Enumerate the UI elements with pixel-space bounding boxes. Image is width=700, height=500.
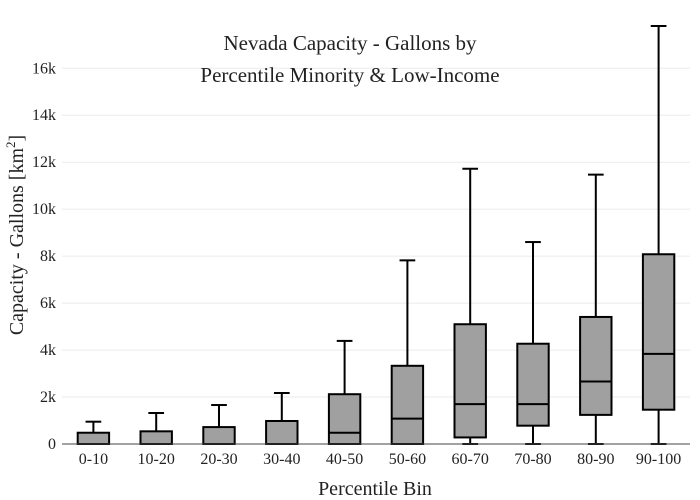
y-axis-title-main: Capacity - Gallons [km [6,148,28,336]
box-body [265,419,299,445]
y-tick-label: 6k [40,295,56,312]
box-body [579,315,613,416]
box-90-100 [641,25,676,445]
x-tick-label: 60-70 [452,451,489,468]
chart-title-line-1: Nevada Capacity - Gallons by [223,31,477,55]
x-tick-label: 40-50 [326,451,363,468]
y-tick-label: 4k [40,342,56,359]
box-0-10 [76,420,111,445]
y-axis-title-suffix: ] [6,135,28,142]
box-20-30 [202,404,236,445]
box-40-50 [327,339,362,445]
x-tick-label: 30-40 [263,451,300,468]
x-tick-labels: 0-10 10-20 20-30 30-40 40-50 50-60 60-70 70-80 8… [79,451,682,468]
box-50-60 [390,259,425,445]
y-tick-label: 8k [40,248,56,265]
box-80-90 [579,173,613,445]
y-tick-label: 12k [32,154,56,171]
x-tick-label: 80-90 [577,451,614,468]
box-body [390,364,425,445]
x-tick-label: 50-60 [389,451,426,468]
x-tick-label: 0-10 [79,451,108,468]
box-body [202,426,236,445]
y-tick-label: 14k [32,107,56,124]
y-tick-label: 16k [32,60,56,77]
y-tick-label: 0 [48,436,56,453]
box-body [453,323,487,439]
y-tick-label: 2k [40,389,56,406]
boxes [76,25,676,445]
y-axis-title: Capacity - Gallons [km2] [3,135,28,335]
box-body [139,430,173,445]
gridlines [62,67,690,398]
x-tick-label: 70-80 [514,451,551,468]
box-60-70 [453,167,487,445]
box-30-40 [265,392,299,445]
y-tick-labels: 0 2k 4k 6k 8k 10k 12k 14k 16k [32,60,56,453]
box-body [641,253,676,411]
y-axis-title-superscript: 2 [3,141,18,148]
x-tick-label: 20-30 [200,451,237,468]
x-tick-label: 10-20 [138,451,175,468]
box-body [76,431,111,445]
chart-title-line-2: Percentile Minority & Low-Income [200,63,499,87]
y-tick-label: 10k [32,201,56,218]
x-tick-label: 90-100 [636,451,681,468]
box-body [516,342,550,427]
box-10-20 [139,412,173,445]
x-axis-title: Percentile Bin [318,478,432,500]
box-70-80 [516,241,550,445]
box-body [327,393,362,445]
